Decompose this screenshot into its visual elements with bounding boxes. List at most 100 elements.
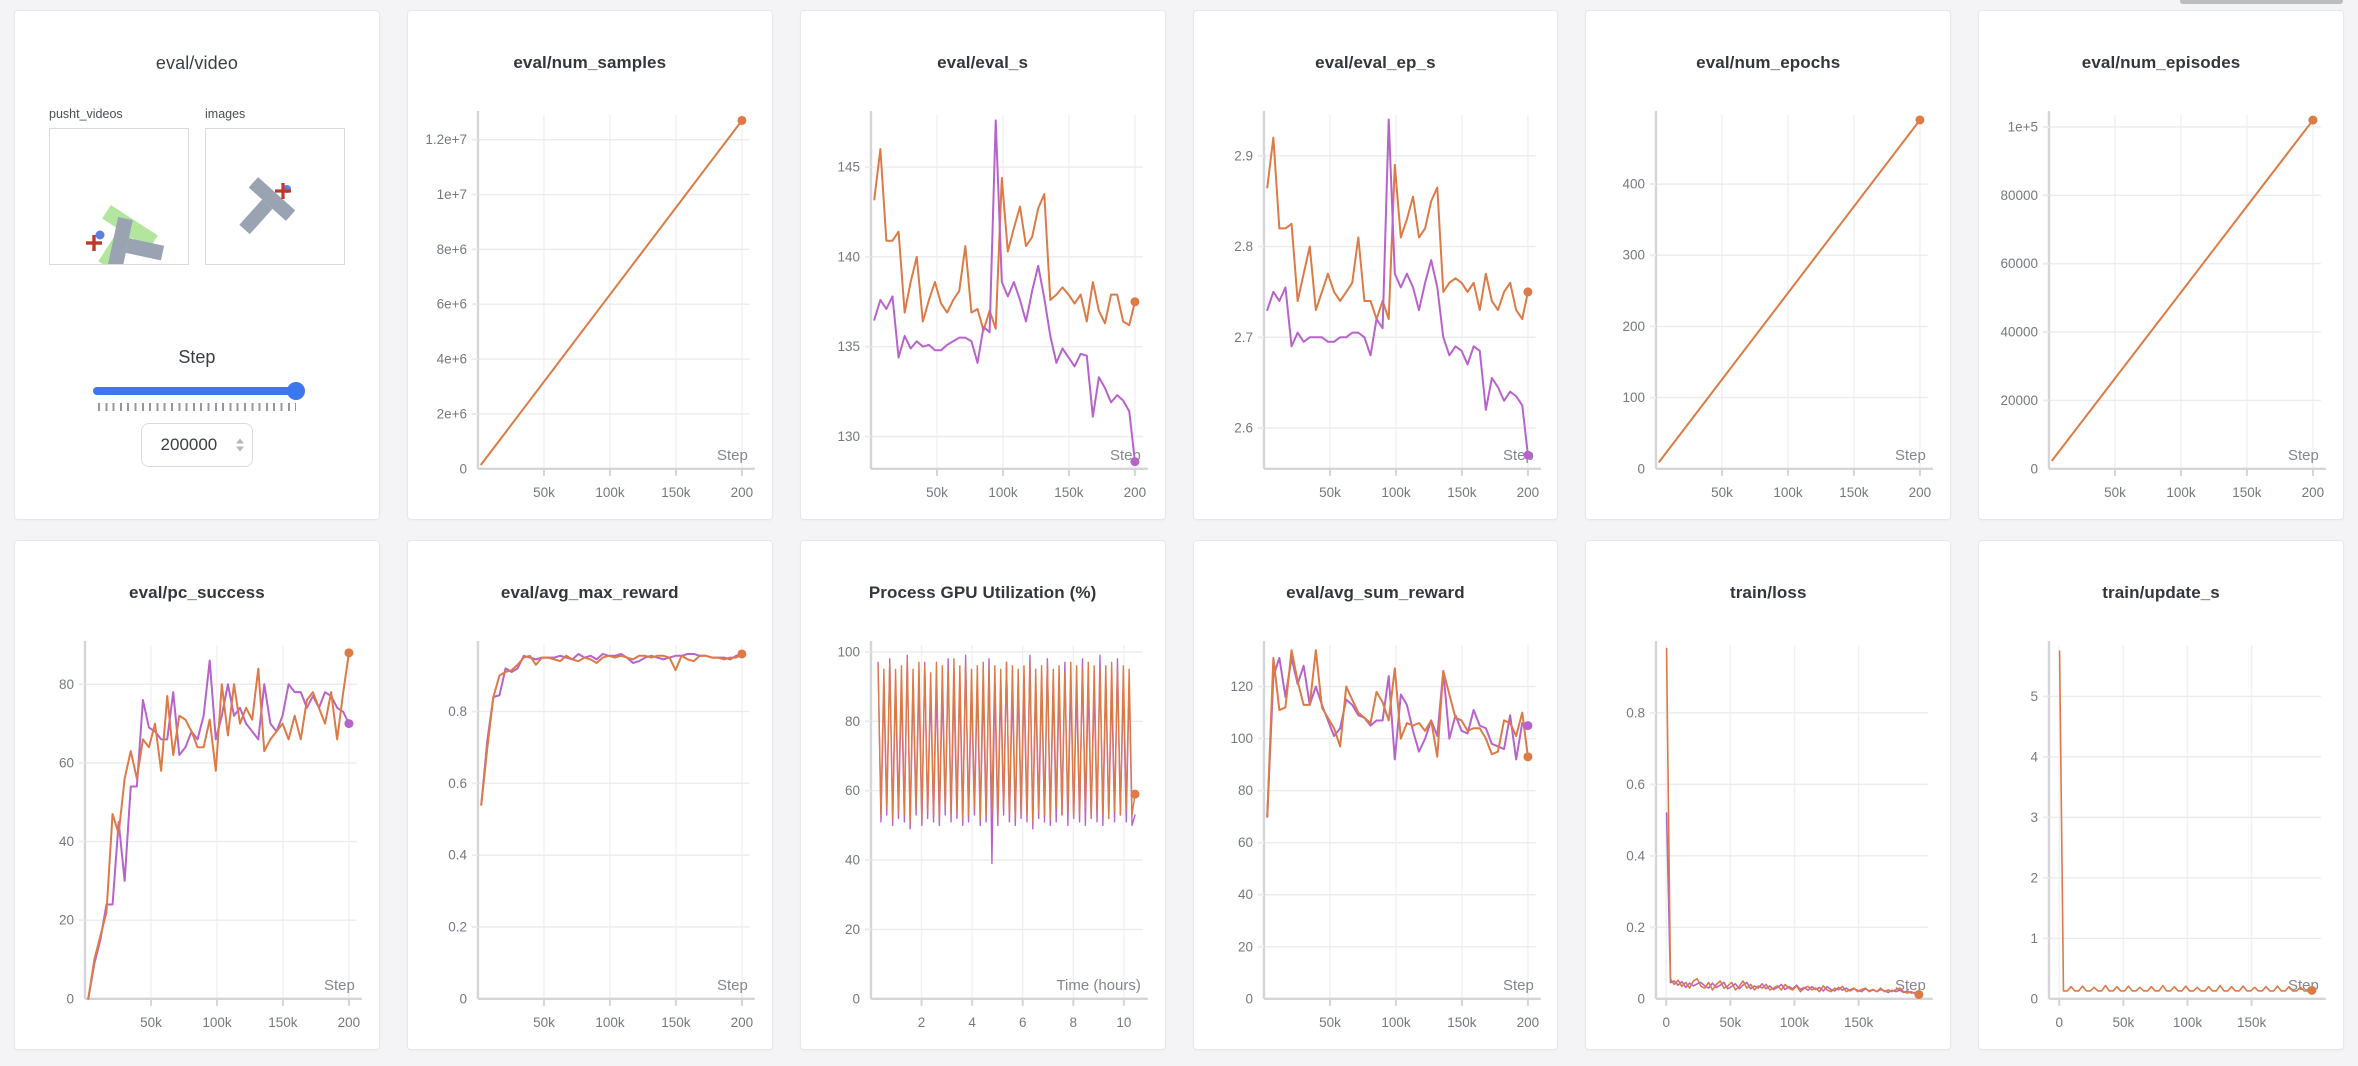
chart-canvas-eval-avg-max-reward[interactable]: 0 0.2 0.4 0.6 0.8 50k 100k 150k 200 Step: [408, 605, 772, 1045]
svg-text:5: 5: [2031, 689, 2039, 704]
svg-text:50k: 50k: [2113, 1015, 2135, 1030]
panel-eval-avg-max-reward: eval/avg_max_reward 0 0.2 0.4 0.6 0.8 50k 100k…: [406, 540, 773, 1050]
chart-canvas-train-loss[interactable]: 0 0.2 0.4 0.6 0.8 0 50k 100k 150k Step: [1586, 605, 1950, 1045]
panel-eval-eval-s: eval/eval_s 130 135 140 145 50k 100k 150k 200 St…: [799, 10, 1166, 520]
svg-text:1.2e+7: 1.2e+7: [425, 132, 467, 147]
svg-text:200: 200: [730, 1015, 753, 1030]
svg-text:120: 120: [1230, 679, 1253, 694]
panel-title: eval/video: [155, 53, 238, 73]
svg-text:100k: 100k: [595, 485, 624, 500]
svg-text:100k: 100k: [2166, 485, 2195, 500]
chart-title: eval/num_episodes: [2081, 53, 2241, 72]
svg-text:8: 8: [1069, 1015, 1077, 1030]
pusht-video-thumbnail[interactable]: [49, 128, 189, 271]
stepper-arrows[interactable]: [235, 438, 244, 452]
chart-canvas-gpu-utilization[interactable]: 0 20 40 60 80 100 2 4 6 8 10 Time (hours): [801, 605, 1165, 1045]
step-decrement-icon[interactable]: [235, 446, 244, 452]
scrollbar-fragment[interactable]: [2180, 0, 2343, 4]
svg-text:0.6: 0.6: [1627, 777, 1646, 792]
svg-text:Step: Step: [324, 977, 355, 994]
svg-text:80: 80: [59, 677, 74, 692]
step-slider[interactable]: [92, 382, 305, 400]
svg-text:50k: 50k: [140, 1015, 162, 1030]
svg-text:50k: 50k: [533, 485, 555, 500]
svg-text:0.8: 0.8: [1627, 705, 1646, 720]
step-value-input[interactable]: [140, 423, 253, 467]
chart-title: train/update_s: [2102, 583, 2220, 602]
svg-text:100k: 100k: [1381, 1015, 1410, 1030]
svg-text:145: 145: [837, 160, 860, 175]
svg-text:0: 0: [2031, 461, 2039, 476]
svg-text:60: 60: [845, 783, 860, 798]
panel-eval-num-episodes: eval/num_episodes 0 20000 40000 60000 80000 1…: [1978, 10, 2344, 520]
svg-text:200: 200: [1909, 485, 1932, 500]
svg-text:100k: 100k: [202, 1015, 231, 1030]
media-label: images: [205, 107, 246, 121]
chart-title: train/loss: [1729, 583, 1807, 602]
svg-text:200: 200: [1623, 319, 1646, 334]
svg-text:1e+5: 1e+5: [2008, 119, 2038, 134]
svg-text:2.7: 2.7: [1234, 330, 1253, 345]
svg-text:200: 200: [1123, 485, 1146, 500]
panel-eval-avg-sum-reward: eval/avg_sum_reward 0 20 40 60 80 100 120 50k 10…: [1192, 540, 1559, 1050]
chart-canvas-eval-pc-success[interactable]: 0 20 40 60 80 50k 100k 150k 200 Step: [15, 605, 379, 1045]
svg-text:2: 2: [2031, 870, 2039, 885]
svg-text:50k: 50k: [1720, 1015, 1742, 1030]
svg-text:0: 0: [852, 991, 860, 1006]
svg-text:80000: 80000: [2001, 188, 2039, 203]
svg-text:2.6: 2.6: [1234, 420, 1253, 435]
svg-text:0: 0: [459, 461, 467, 476]
svg-text:0.2: 0.2: [448, 919, 467, 934]
chart-title: eval/eval_ep_s: [1315, 53, 1436, 72]
svg-text:100k: 100k: [1774, 485, 1803, 500]
media-label: pusht_videos: [49, 107, 123, 121]
svg-text:0: 0: [1638, 991, 1646, 1006]
panel-train-update-s: train/update_s 0 1 2 3 4 5 0 50k 100k 150k Step: [1978, 540, 2344, 1050]
svg-text:2: 2: [917, 1015, 925, 1030]
svg-text:Step: Step: [717, 977, 748, 994]
svg-text:0.4: 0.4: [448, 848, 467, 863]
svg-text:Time (hours): Time (hours): [1056, 977, 1140, 994]
svg-text:100k: 100k: [595, 1015, 624, 1030]
svg-text:80: 80: [1237, 783, 1252, 798]
svg-text:150k: 150k: [1840, 485, 1869, 500]
svg-text:8e+6: 8e+6: [436, 242, 466, 257]
panel-eval-num-samples: eval/num_samples 0 2e+6 4e+6 6e+6 8e+6 1e+7 1.…: [406, 10, 773, 520]
svg-text:50k: 50k: [2104, 485, 2126, 500]
svg-text:100: 100: [1230, 731, 1253, 746]
chart-canvas-eval-avg-sum-reward[interactable]: 0 20 40 60 80 100 120 50k 100k 150k 200 Step: [1194, 605, 1558, 1045]
svg-text:300: 300: [1623, 248, 1646, 263]
images-thumbnail[interactable]: [205, 128, 345, 265]
chart-title: eval/avg_max_reward: [500, 583, 679, 602]
svg-text:0.2: 0.2: [1627, 920, 1646, 935]
svg-text:0: 0: [2056, 1015, 2064, 1030]
chart-canvas-eval-eval-ep-s[interactable]: 2.6 2.7 2.8 2.9 50k 100k 150k 200 Step: [1194, 75, 1558, 515]
slider-thumb[interactable]: [286, 382, 305, 400]
svg-text:150k: 150k: [1844, 1015, 1873, 1030]
svg-text:0: 0: [459, 991, 467, 1006]
svg-text:100k: 100k: [988, 485, 1017, 500]
svg-text:200: 200: [1516, 485, 1539, 500]
svg-text:60000: 60000: [2001, 256, 2039, 271]
panel-eval-num-epochs: eval/num_epochs 0 100 200 300 400 50k 100k 150k…: [1585, 10, 1952, 520]
svg-text:40: 40: [845, 853, 860, 868]
chart-title: eval/eval_s: [937, 53, 1029, 72]
svg-text:20: 20: [59, 913, 74, 928]
svg-text:150k: 150k: [1447, 485, 1476, 500]
svg-text:40: 40: [59, 834, 74, 849]
chart-canvas-eval-num-episodes[interactable]: 0 20000 40000 60000 80000 1e+5 50k 100k 150k 200 S…: [1979, 75, 2343, 515]
step-section: Step: [15, 347, 379, 467]
svg-text:100k: 100k: [1780, 1015, 1809, 1030]
step-increment-icon[interactable]: [235, 438, 244, 444]
svg-text:4: 4: [2031, 749, 2039, 764]
slider-track[interactable]: [92, 387, 301, 395]
svg-text:150k: 150k: [1447, 1015, 1476, 1030]
svg-text:200: 200: [1516, 1015, 1539, 1030]
chart-canvas-eval-num-epochs[interactable]: 0 100 200 300 400 50k 100k 150k 200 Step: [1586, 75, 1950, 515]
svg-text:1: 1: [2031, 931, 2039, 946]
svg-text:3: 3: [2031, 810, 2039, 825]
chart-canvas-eval-num-samples[interactable]: 0 2e+6 4e+6 6e+6 8e+6 1e+7 1.2e+7 50k 100k 150k 20…: [408, 75, 772, 515]
svg-text:2e+6: 2e+6: [436, 406, 466, 421]
